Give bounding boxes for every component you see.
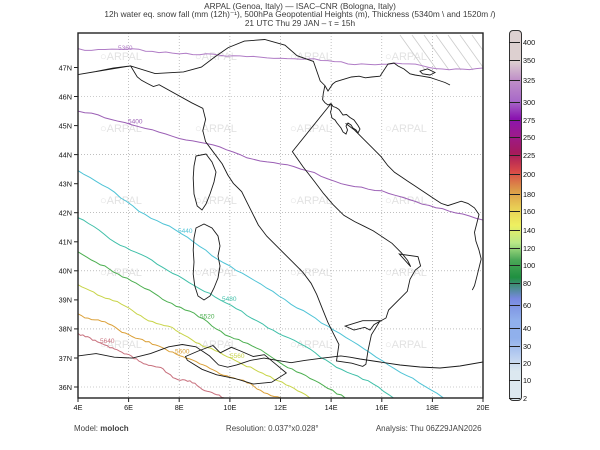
svg-text:47N: 47N <box>59 63 72 72</box>
svg-text:○ARPAL: ○ARPAL <box>195 267 237 279</box>
svg-text:5360: 5360 <box>118 45 133 52</box>
svg-text:6E: 6E <box>124 403 133 412</box>
svg-text:○ARPAL: ○ARPAL <box>100 267 142 279</box>
svg-text:44N: 44N <box>59 150 72 159</box>
svg-text:○ARPAL: ○ARPAL <box>195 195 237 207</box>
svg-text:5440: 5440 <box>178 228 193 235</box>
svg-text:46N: 46N <box>59 92 72 101</box>
svg-text:40N: 40N <box>59 267 72 276</box>
svg-text:20E: 20E <box>477 403 490 412</box>
svg-text:45N: 45N <box>59 121 72 130</box>
svg-text:○ARPAL: ○ARPAL <box>290 195 332 207</box>
svg-text:○ARPAL: ○ARPAL <box>385 339 427 351</box>
svg-text:5400: 5400 <box>128 119 143 126</box>
svg-text:5640: 5640 <box>100 338 115 345</box>
svg-text:○ARPAL: ○ARPAL <box>385 195 427 207</box>
svg-text:14E: 14E <box>325 403 338 412</box>
svg-text:8E: 8E <box>175 403 184 412</box>
svg-text:41N: 41N <box>59 238 72 247</box>
svg-text:○ARPAL: ○ARPAL <box>195 51 237 63</box>
svg-text:5560: 5560 <box>230 353 245 360</box>
svg-text:10E: 10E <box>223 403 236 412</box>
svg-text:5600: 5600 <box>175 349 190 356</box>
svg-text:37N: 37N <box>59 354 72 363</box>
svg-text:○ARPAL: ○ARPAL <box>385 267 427 279</box>
svg-text:○ARPAL: ○ARPAL <box>100 51 142 63</box>
svg-text:12E: 12E <box>274 403 287 412</box>
svg-text:○ARPAL: ○ARPAL <box>290 267 332 279</box>
svg-text:36N: 36N <box>59 383 72 392</box>
svg-text:○ARPAL: ○ARPAL <box>100 195 142 207</box>
svg-text:16E: 16E <box>375 403 388 412</box>
svg-text:○ARPAL: ○ARPAL <box>195 123 237 135</box>
svg-text:39N: 39N <box>59 296 72 305</box>
svg-text:5520: 5520 <box>200 314 215 321</box>
svg-text:43N: 43N <box>59 180 72 189</box>
svg-text:18E: 18E <box>426 403 439 412</box>
svg-text:42N: 42N <box>59 209 72 218</box>
svg-text:5480: 5480 <box>222 296 237 303</box>
svg-text:4E: 4E <box>74 403 83 412</box>
svg-text:○ARPAL: ○ARPAL <box>385 51 427 63</box>
svg-text:38N: 38N <box>59 325 72 334</box>
svg-text:○ARPAL: ○ARPAL <box>290 51 332 63</box>
svg-text:○ARPAL: ○ARPAL <box>385 123 427 135</box>
